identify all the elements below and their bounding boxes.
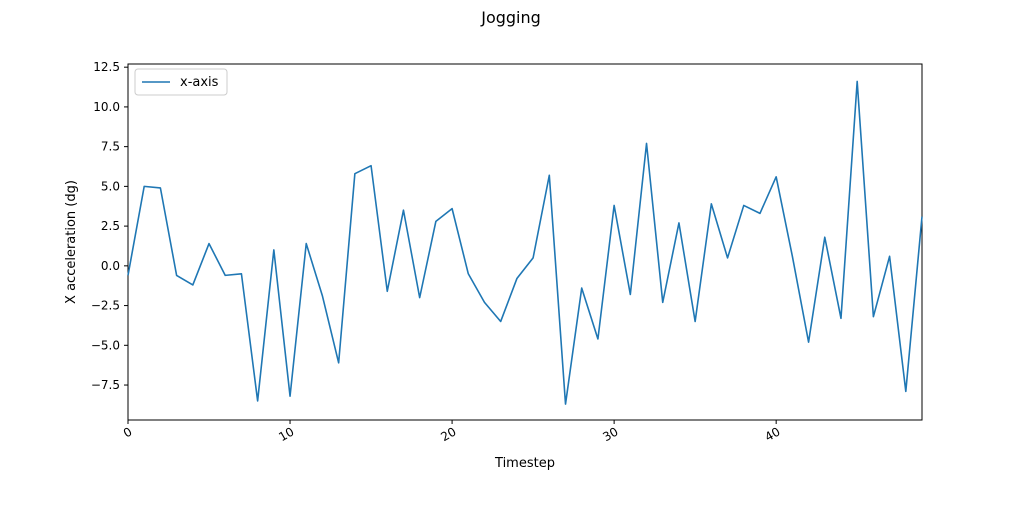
y-tick-label: −2.5 <box>91 299 120 313</box>
x-tick-label: 0 <box>121 424 135 440</box>
plot-area <box>127 63 923 421</box>
legend-entry-x-axis: x-axis <box>180 75 219 90</box>
y-tick-label: −7.5 <box>91 378 120 392</box>
x-tick-label: 40 <box>762 424 782 444</box>
y-tick-label: 10.0 <box>93 100 120 114</box>
y-tick-label: 5.0 <box>101 179 120 193</box>
y-tick-label: 12.5 <box>93 60 120 74</box>
series-line-0 <box>127 80 923 405</box>
chart-title: Jogging <box>480 8 541 27</box>
legend: x-axis <box>134 68 228 96</box>
y-tick-label: 2.5 <box>101 219 120 233</box>
x-axis-label: Timestep <box>494 456 555 471</box>
y-tick-label: 7.5 <box>101 140 120 154</box>
x-tick-label: 30 <box>600 424 620 444</box>
y-axis-label: X acceleration (dg) <box>64 180 79 304</box>
x-tick-label: 10 <box>276 424 296 444</box>
x-tick-label: 20 <box>438 424 458 444</box>
y-axis-ticks: −7.5 −5.0 −2.5 0.0 2.5 5.0 7.5 10.0 12.5 <box>91 60 128 392</box>
x-axis-ticks: 0 10 20 30 40 <box>121 420 783 444</box>
y-tick-label: 0.0 <box>101 259 120 273</box>
legend-box <box>134 68 228 96</box>
series-layer <box>127 80 923 405</box>
y-tick-label: −5.0 <box>91 338 120 352</box>
plot-frame <box>127 63 923 421</box>
